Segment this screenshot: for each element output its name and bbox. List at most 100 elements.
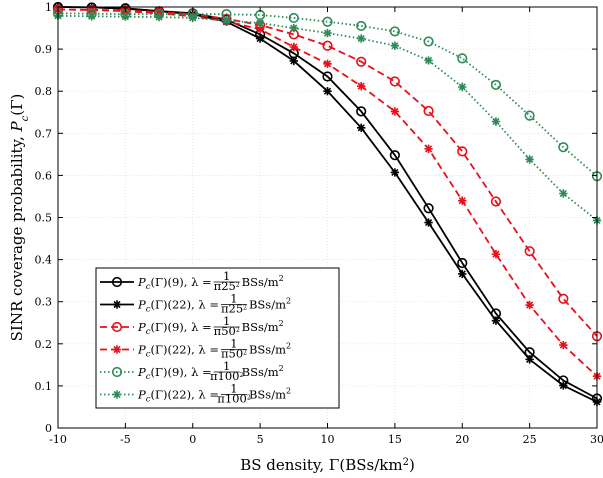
y-tick-label: 1: [45, 1, 52, 14]
data-point: [356, 123, 366, 133]
data-point: [323, 59, 332, 69]
data-point: [491, 316, 501, 325]
data-point: [457, 146, 468, 157]
data-point: [559, 340, 568, 350]
data-point: [322, 40, 333, 51]
data-point: [289, 56, 299, 66]
legend-frac-den: π1002: [217, 392, 251, 406]
data-point: [525, 355, 534, 364]
data-point: [87, 12, 96, 21]
legend-frac-den: π502: [221, 347, 247, 361]
data-point: [423, 203, 434, 214]
data-point: [289, 23, 299, 33]
data-point: [390, 168, 400, 177]
legend-unit: BSs/m2: [249, 342, 291, 357]
legend-frac-num: 1: [230, 292, 237, 306]
data-point: [255, 25, 265, 34]
data-point: [558, 293, 569, 304]
data-point: [356, 81, 366, 91]
data-point: [222, 16, 231, 25]
x-tick-label: -5: [120, 433, 131, 446]
data-point: [458, 269, 467, 279]
data-point: [112, 345, 122, 354]
data-point: [490, 196, 502, 207]
series-line: [57, 12, 598, 177]
legend-frac-den: π252: [214, 279, 240, 293]
y-tick-label: 0.3: [35, 296, 53, 309]
legend-frac-num: 1: [223, 269, 230, 283]
legend-box: [95, 267, 340, 409]
legend-unit: BSs/m2: [242, 364, 284, 379]
legend-frac-num: 1: [230, 337, 237, 351]
legend-frac-den: π502: [214, 324, 240, 338]
legend-unit: BSs/m2: [242, 319, 284, 334]
data-point: [457, 257, 468, 269]
data-point: [423, 36, 434, 47]
data-point: [491, 249, 501, 259]
y-axis-label: SINR coverage probability, Pc(Γ): [8, 94, 31, 342]
y-tick-label: 0.8: [35, 85, 53, 98]
data-point: [111, 276, 123, 288]
legend-frac-num: 1: [223, 314, 230, 328]
legend-unit: BSs/m2: [242, 274, 284, 289]
series-line: [57, 8, 598, 337]
x-tick-label: 0: [189, 433, 196, 446]
y-tick-label: 0.7: [35, 127, 53, 140]
y-tick-label: 0.5: [35, 212, 53, 225]
axis-ticks: -10 -5 0 5 10 15 20 25 30 0 0.1 0.2 0.3 0.4 0.5 0.6 0.7 0…: [35, 1, 603, 446]
legend-frac-num: 1: [230, 382, 237, 396]
legend-label: Pc(Γ)(22), λ =: [137, 343, 219, 360]
data-point: [524, 110, 535, 121]
data-point: [559, 189, 568, 198]
y-tick-label: 0.1: [35, 380, 53, 393]
y-tick-label: 0.4: [35, 254, 53, 267]
data-point: [154, 12, 164, 22]
data-point: [525, 155, 534, 164]
data-point: [490, 79, 502, 90]
data-point: [389, 150, 400, 161]
y-tick-label: 0.6: [35, 169, 53, 182]
data-point: [457, 53, 468, 64]
x-tick-label: 15: [388, 433, 402, 446]
y-tick-label: 0: [45, 422, 52, 435]
data-point: [322, 71, 333, 82]
legend-label: Pc(Γ)(22), λ =: [137, 298, 219, 315]
data-point: [322, 16, 333, 27]
x-tick-label: 10: [321, 433, 335, 446]
data-point: [356, 56, 367, 67]
data-point: [389, 76, 400, 87]
legend-label: Pc(Γ)(9), λ =: [137, 320, 212, 337]
legend-unit: BSs/m2: [249, 387, 291, 402]
data-point: [356, 34, 366, 43]
data-point: [491, 117, 501, 126]
data-point: [323, 28, 332, 38]
data-point: [424, 218, 433, 227]
legend-unit: BSs/m2: [249, 297, 291, 312]
legend-frac-den: π252: [221, 302, 247, 316]
data-point: [112, 300, 122, 309]
data-point: [458, 196, 467, 205]
data-point: [390, 41, 400, 50]
x-axis-label: BS density, Γ(BSs/km2): [240, 456, 415, 474]
data-point: [289, 42, 299, 52]
y-tick-label: 0.9: [35, 43, 53, 56]
x-tick-label: 20: [455, 433, 469, 446]
y-tick-label: 0.2: [35, 338, 53, 351]
data-point: [356, 106, 367, 117]
data-point: [390, 107, 400, 116]
legend-frac-den: π1002: [210, 369, 244, 383]
data-point: [112, 390, 122, 399]
data-point: [121, 12, 130, 21]
data-point: [525, 300, 534, 310]
data-point: [188, 13, 197, 23]
data-point: [323, 87, 332, 96]
data-point: [255, 34, 265, 43]
